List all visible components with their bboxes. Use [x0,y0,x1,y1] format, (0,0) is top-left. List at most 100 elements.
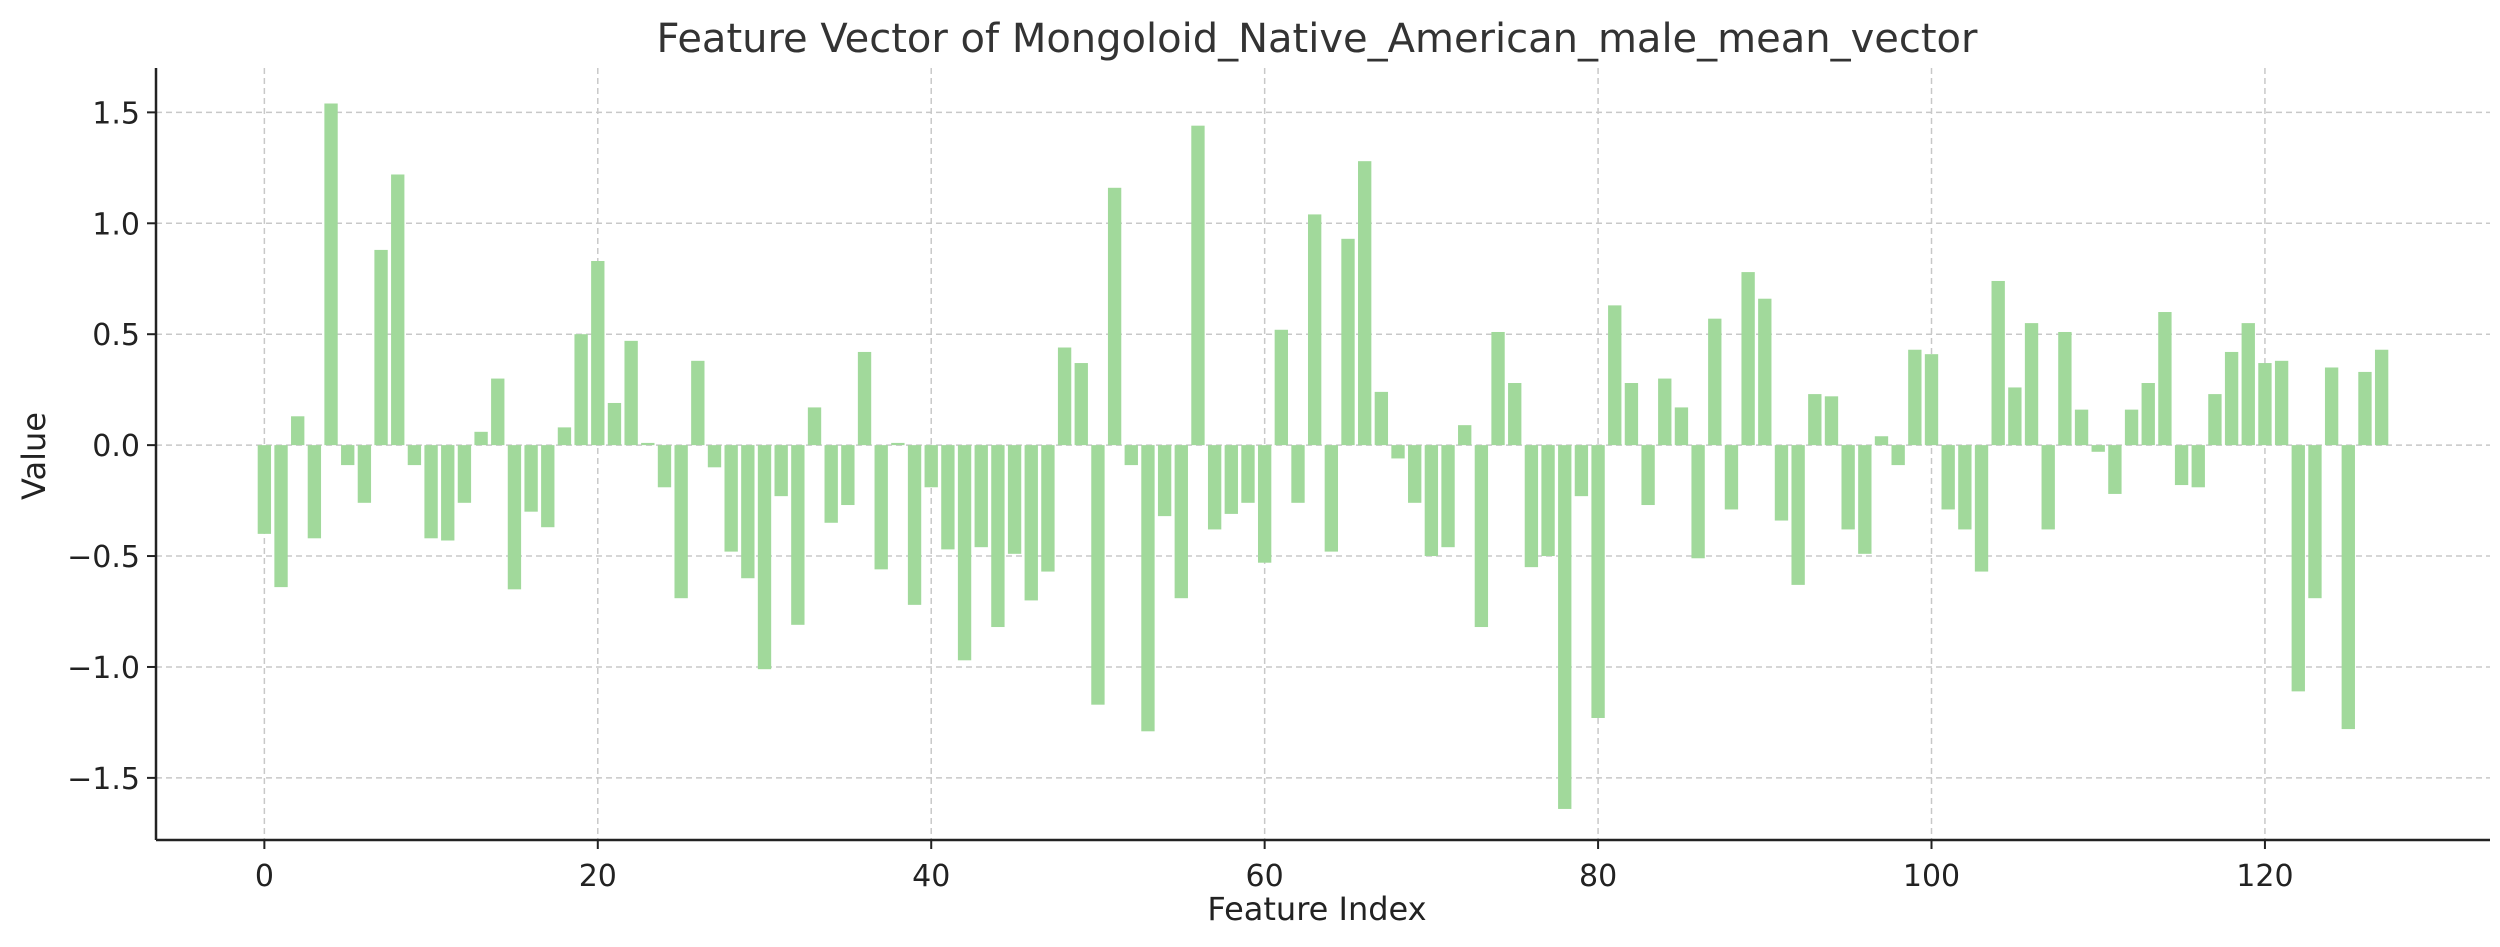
bar [974,445,988,548]
x-tick-label: 120 [2236,859,2293,894]
x-tick-label: 60 [1246,859,1284,894]
bar [1374,391,1389,446]
bar [1307,214,1322,446]
bar [1491,331,1505,446]
bar [491,378,505,446]
bar [2274,360,2289,446]
bar [1057,347,1072,446]
x-axis-label: Feature Index [1207,890,1426,928]
bar [2091,445,2105,452]
tick-labels: 0 20 40 60 80 100 120 −1.5 −1.0 −0.5 0.0 0.5 1.0 1.5 [67,96,2293,894]
bar [1441,445,1455,548]
bar [2224,351,2239,446]
bar [1408,445,1422,503]
bar [424,445,438,539]
bar [1774,445,1789,521]
bar [1708,318,1722,446]
bar [1941,445,1955,510]
bar [1474,445,1489,628]
bar [307,445,322,539]
grid-lines [156,68,2490,840]
bar [657,445,672,488]
bar [841,445,855,506]
bar [1558,445,1572,809]
bar [2241,323,2255,446]
bar [2158,312,2172,446]
bar [1141,445,1155,732]
bar [1924,354,1939,446]
bar [274,445,288,588]
bar [641,442,655,446]
bar [924,445,938,488]
bar [2341,445,2355,730]
bar [824,445,838,523]
bar [1041,445,1055,572]
bars [257,103,2389,809]
bar [407,445,422,466]
x-tick-label: 20 [579,859,617,894]
bar [757,445,772,670]
y-tick-label: 1.5 [92,96,140,131]
bar [2374,349,2389,446]
bar [1824,396,1839,446]
bar [1658,378,1672,446]
bar [1074,363,1088,446]
bar [574,334,588,446]
bar [1858,445,1872,554]
bar [774,445,788,497]
bar [2024,323,2039,446]
bar [1274,329,1288,446]
bar [357,445,372,503]
bar [1174,445,1188,599]
bar [1991,280,2005,446]
bar [857,351,872,446]
bar [1608,305,1622,446]
bar [1341,238,1355,446]
bar [374,249,388,446]
bar [1424,445,1439,557]
bar [1508,383,1522,446]
bar [1574,445,1589,497]
bar [1724,445,1739,510]
bar [1841,445,1855,530]
bar [1241,445,1255,503]
y-tick-label: −0.5 [67,540,140,575]
bar [1257,445,1272,563]
bar [2124,409,2139,446]
y-tick-label: 0.0 [92,429,140,464]
bar [2041,445,2055,530]
bar [1891,445,1905,466]
bar [2208,394,2222,446]
bar [941,445,955,550]
bar [1591,445,1605,718]
bar [257,445,272,534]
bar [1107,187,1122,446]
bar [291,416,305,446]
bar [1674,407,1689,446]
bar [1024,445,1038,601]
bar [1391,445,1405,459]
bar [557,427,572,446]
bar [2308,445,2322,599]
bar [507,445,522,590]
bar [1874,436,1889,446]
bar [724,445,738,552]
bar [1191,125,1205,446]
bar [957,445,972,661]
y-tick-label: 1.0 [92,207,140,242]
bar [541,445,555,528]
bar [1524,445,1539,568]
axes [147,68,2490,849]
bar [1324,445,1339,552]
bar [2008,387,2022,446]
bar [707,445,722,468]
x-tick-label: 80 [1579,859,1617,894]
bar [1358,161,1372,446]
bar [741,445,755,579]
bar [2174,445,2189,486]
bar [607,402,622,446]
bar [591,261,605,446]
bar [891,442,905,446]
bar [874,445,888,570]
bar [2074,409,2089,446]
